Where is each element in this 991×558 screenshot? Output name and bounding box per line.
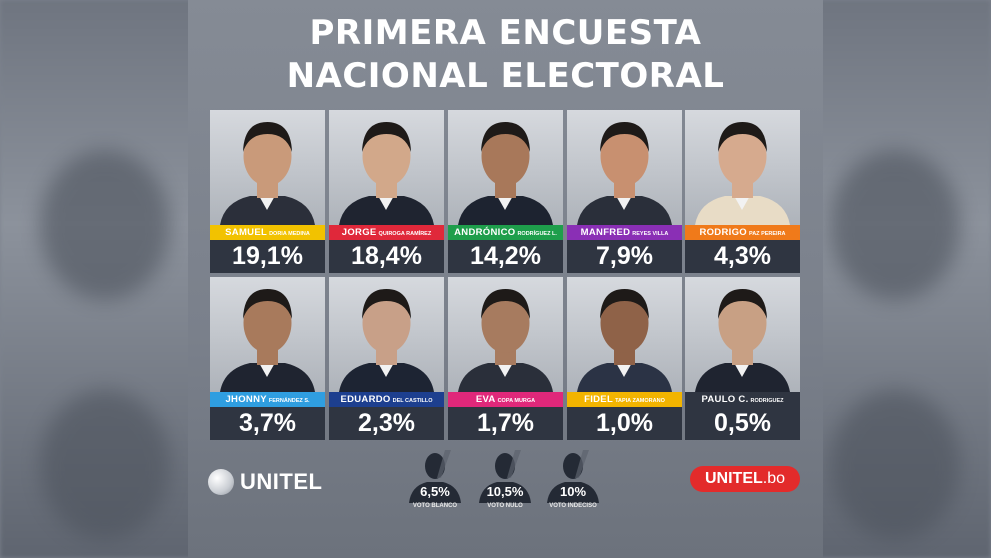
candidate-first-name: JORGE xyxy=(341,227,377,238)
candidate-percentage: 2,3% xyxy=(329,407,444,440)
candidate-percentage: 7,9% xyxy=(567,240,682,273)
candidate-last-name: FERNÁNDEZ S. xyxy=(268,398,310,404)
candidate-card: EDUARDO DEL CASTILLO 2,3% xyxy=(329,277,444,440)
candidate-percentage: 18,4% xyxy=(329,240,444,273)
candidate-first-name: JHONNY xyxy=(225,394,267,405)
person-silhouette-icon xyxy=(479,450,531,503)
candidate-photo xyxy=(685,110,800,225)
candidate-name-band: PAULO C. RODRIGUEZ xyxy=(685,392,800,407)
candidate-photo xyxy=(210,277,325,392)
candidate-first-name: SAMUEL xyxy=(225,227,268,238)
other-vote-item: 10,5% VOTO NULO xyxy=(475,448,535,520)
person-silhouette-icon xyxy=(409,450,461,503)
unitel-site-badge: UNITEL.bo xyxy=(690,466,800,492)
candidate-last-name: COPA MURGA xyxy=(497,398,536,404)
other-vote-percentage: 10,5% xyxy=(486,484,524,499)
candidate-card: SAMUEL DORIA MEDINA 19,1% xyxy=(210,110,325,273)
title-line-1: PRIMERA ENCUESTA xyxy=(309,13,702,53)
candidate-name-band: ANDRÓNICO RODRÍGUEZ L. xyxy=(448,225,563,240)
candidate-name-band: JHONNY FERNÁNDEZ S. xyxy=(210,392,325,407)
candidate-name-band: EDUARDO DEL CASTILLO xyxy=(329,392,444,407)
candidate-last-name: PAZ PEREIRA xyxy=(748,231,786,237)
candidate-photo xyxy=(329,110,444,225)
candidate-percentage: 14,2% xyxy=(448,240,563,273)
candidate-first-name: FIDEL xyxy=(584,394,614,405)
title-line-2: NACIONAL ELECTORAL xyxy=(286,56,725,96)
candidate-first-name: ANDRÓNICO xyxy=(454,227,516,238)
candidate-name-band: MANFRED REYES VILLA xyxy=(567,225,682,240)
candidate-percentage: 0,5% xyxy=(685,407,800,440)
background-ghost-portrait xyxy=(40,390,170,540)
candidate-card: ANDRÓNICO RODRÍGUEZ L. 14,2% xyxy=(448,110,563,273)
candidate-first-name: EVA xyxy=(475,394,496,405)
candidate-percentage: 19,1% xyxy=(210,240,325,273)
candidate-name-band: JORGE QUIROGA RAMÍREZ xyxy=(329,225,444,240)
candidate-name-band: SAMUEL DORIA MEDINA xyxy=(210,225,325,240)
candidate-last-name: REYES VILLA xyxy=(632,231,669,237)
background-ghost-portrait xyxy=(830,150,960,300)
candidate-first-name: RODRIGO xyxy=(699,227,747,238)
candidate-name-band: EVA COPA MURGA xyxy=(448,392,563,407)
candidate-card: PAULO C. RODRIGUEZ 0,5% xyxy=(685,277,800,440)
other-vote-label: VOTO NULO xyxy=(487,503,523,509)
background-ghost-portrait xyxy=(40,150,170,300)
candidate-photo xyxy=(329,277,444,392)
candidate-first-name: PAULO C. xyxy=(701,394,749,405)
candidate-card: MANFRED REYES VILLA 7,9% xyxy=(567,110,682,273)
candidate-photo xyxy=(567,110,682,225)
candidate-card: JORGE QUIROGA RAMÍREZ 18,4% xyxy=(329,110,444,273)
candidate-card: RODRIGO PAZ PEREIRA 4,3% xyxy=(685,110,800,273)
unitel-logo-text: UNITEL xyxy=(240,469,323,494)
candidate-card: FIDEL TAPIA ZAMORANO 1,0% xyxy=(567,277,682,440)
candidate-percentage: 4,3% xyxy=(685,240,800,273)
candidate-photo xyxy=(567,277,682,392)
other-vote-percentage: 10% xyxy=(559,484,587,499)
site-tld: .bo xyxy=(762,470,786,487)
site-name: UNITEL xyxy=(704,470,763,487)
candidate-name-band: RODRIGO PAZ PEREIRA xyxy=(685,225,800,240)
candidate-last-name: RODRIGUEZ xyxy=(750,398,784,404)
other-vote-item: 10% VOTO INDECISO xyxy=(543,448,603,520)
unitel-logo: UNITEL xyxy=(208,465,322,499)
other-vote-label: VOTO INDECISO xyxy=(549,503,597,509)
candidate-last-name: DORIA MEDINA xyxy=(269,231,310,237)
unitel-logo-icon xyxy=(208,469,234,495)
background-ghost-portrait xyxy=(830,390,960,540)
candidate-name-band: FIDEL TAPIA ZAMORANO xyxy=(567,392,682,407)
candidate-percentage: 1,7% xyxy=(448,407,563,440)
candidate-last-name: QUIROGA RAMÍREZ xyxy=(378,231,432,237)
other-vote-label: VOTO BLANCO xyxy=(412,503,458,509)
other-vote-percentage: 6,5% xyxy=(420,484,450,499)
person-silhouette-icon xyxy=(547,450,599,503)
candidate-photo xyxy=(685,277,800,392)
candidate-last-name: DEL CASTILLO xyxy=(392,398,433,404)
candidate-percentage: 1,0% xyxy=(567,407,682,440)
candidate-last-name: TAPIA ZAMORANO xyxy=(615,398,665,404)
candidate-photo xyxy=(448,277,563,392)
other-vote-item: 6,5% VOTO BLANCO xyxy=(405,448,465,520)
candidate-first-name: EDUARDO xyxy=(340,394,391,405)
candidate-percentage: 3,7% xyxy=(210,407,325,440)
candidate-first-name: MANFRED xyxy=(580,227,631,238)
candidate-card: EVA COPA MURGA 1,7% xyxy=(448,277,563,440)
candidate-photo xyxy=(448,110,563,225)
candidate-last-name: RODRÍGUEZ L. xyxy=(517,231,557,237)
candidate-card: JHONNY FERNÁNDEZ S. 3,7% xyxy=(210,277,325,440)
candidate-photo xyxy=(210,110,325,225)
